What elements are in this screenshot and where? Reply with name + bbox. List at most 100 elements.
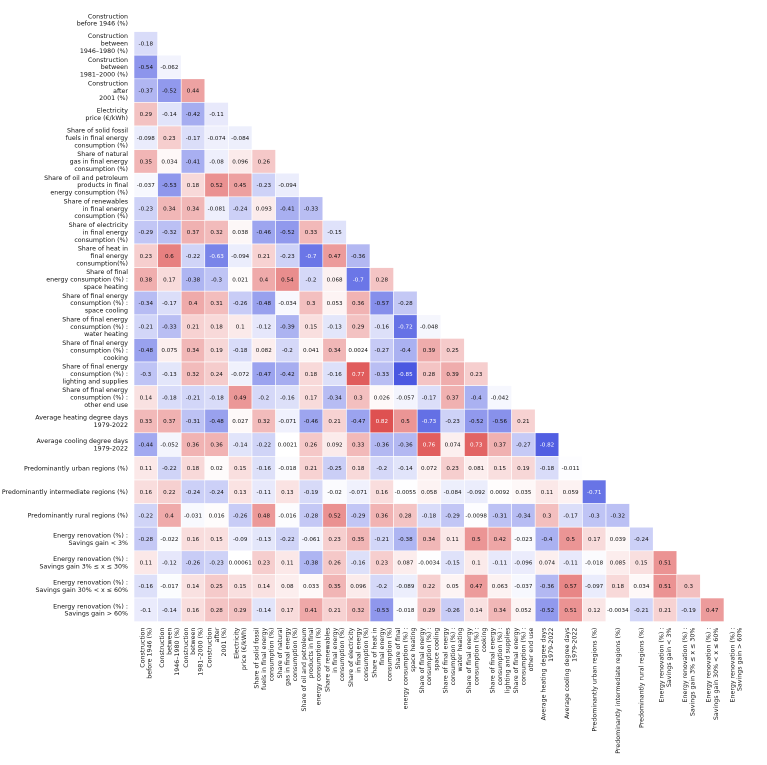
cell-value-r12-c6: -0.034 bbox=[278, 301, 296, 307]
cell-value-r23-c11: 0.087 bbox=[397, 561, 413, 567]
cell-value-r21-c4: -0.26 bbox=[233, 513, 248, 519]
cell-value-r9-c0: -0.29 bbox=[139, 230, 154, 236]
row-label-22: Energy renovation (%) : Savings gain < 3% bbox=[53, 533, 128, 547]
row-label-13: Share of final energy consumption (%) : wa… bbox=[62, 316, 128, 338]
cell-value-r23-c3: -0.23 bbox=[209, 561, 224, 567]
cell-value-r22-c6: -0.22 bbox=[280, 537, 294, 543]
cell-value-r17-c15: -0.56 bbox=[493, 419, 508, 425]
cell-value-r14-c0: -0.48 bbox=[139, 348, 154, 354]
cell-value-r25-c6: 0.17 bbox=[281, 608, 294, 614]
cell-value-r10-c7: -0.7 bbox=[306, 254, 317, 260]
cell-value-r13-c4: 0.1 bbox=[236, 325, 245, 331]
row-label-4: Electricity price (€/kWh) bbox=[85, 108, 128, 122]
svg-text:Constructionbetween1946–1980 (: Constructionbetween1946–1980 (%) bbox=[159, 628, 181, 676]
cell-value-r19-c14: 0.081 bbox=[468, 466, 484, 472]
cell-value-r12-c8: 0.053 bbox=[327, 301, 343, 307]
row-label-20: Predominantly intermediate regions (%) bbox=[2, 489, 128, 496]
cell-value-r10-c6: -0.23 bbox=[280, 254, 295, 260]
cell-value-r24-c18: 0.57 bbox=[564, 584, 577, 590]
cell-value-r16-c4: 0.49 bbox=[234, 395, 247, 401]
row-label-18: Average cooling degree days 1979-2022 bbox=[37, 438, 128, 452]
cell-value-r25-c2: 0.16 bbox=[187, 608, 200, 614]
cell-value-r21-c13: -0.29 bbox=[445, 513, 460, 519]
column-label-17: Average heating degree days1979-2022 bbox=[541, 628, 555, 721]
cell-value-r20-c11: -0.0055 bbox=[395, 490, 417, 496]
cell-value-r18-c10: -0.36 bbox=[375, 443, 390, 449]
cell-value-r16-c10: 0.026 bbox=[374, 395, 390, 401]
svg-text:Electricityprice (€/kWh): Electricityprice (€/kWh) bbox=[234, 627, 248, 670]
cell-value-r18-c17: -0.82 bbox=[540, 443, 554, 449]
cell-value-r24-c7: 0.033 bbox=[303, 584, 319, 590]
column-label-12: Share of final energyconsumption (%) :sp… bbox=[419, 627, 441, 693]
row-label-17: Average heating degree days 1979-2022 bbox=[35, 415, 128, 429]
cell-value-r24-c22: 0.51 bbox=[659, 584, 672, 590]
cell-value-r15-c4: -0.072 bbox=[231, 372, 249, 378]
cell-value-r19-c12: 0.072 bbox=[421, 466, 437, 472]
cell-value-r14-c3: 0.19 bbox=[210, 348, 223, 354]
cell-value-r8-c4: -0.24 bbox=[233, 207, 248, 213]
cell-value-r14-c13: 0.25 bbox=[446, 348, 459, 354]
cell-value-r16-c12: -0.17 bbox=[422, 395, 437, 401]
cell-value-r24-c4: 0.15 bbox=[234, 584, 247, 590]
cell-value-r24-c0: -0.16 bbox=[139, 584, 154, 590]
cell-value-r14-c12: 0.39 bbox=[423, 348, 436, 354]
cell-value-r18-c5: -0.22 bbox=[257, 443, 271, 449]
cell-value-r11-c9: -0.7 bbox=[353, 277, 364, 283]
cell-value-r25-c11: -0.018 bbox=[396, 608, 414, 614]
column-label-15: Share of final energyconsumption (%) :li… bbox=[490, 627, 512, 693]
cell-value-r3-c1: -0.52 bbox=[162, 89, 176, 95]
cell-value-r15-c11: -0.85 bbox=[398, 372, 413, 378]
column-label-1: Constructionbetween1946–1980 (%) bbox=[159, 628, 181, 676]
cell-value-r12-c0: -0.34 bbox=[139, 301, 154, 307]
cell-value-r6-c2: -0.41 bbox=[186, 159, 201, 165]
cell-value-r25-c15: 0.34 bbox=[494, 608, 507, 614]
cell-value-r8-c0: -0.23 bbox=[139, 207, 154, 213]
svg-text:Average cooling degree days197: Average cooling degree days1979-2022 bbox=[564, 628, 578, 719]
cell-value-r12-c3: 0.31 bbox=[210, 301, 223, 307]
cell-value-r7-c1: -0.53 bbox=[162, 183, 177, 189]
cell-value-r8-c2: 0.34 bbox=[187, 207, 200, 213]
row-label-1: Construction between 1946–1980 (%) bbox=[80, 33, 128, 55]
cell-value-r15-c14: 0.23 bbox=[470, 372, 483, 378]
cell-value-r16-c11: -0.057 bbox=[396, 395, 414, 401]
cell-value-r25-c14: 0.14 bbox=[470, 608, 483, 614]
cell-value-r13-c11: -0.72 bbox=[398, 325, 412, 331]
row-label-11: Share of final energy consumption (%) : sp… bbox=[46, 269, 128, 291]
cell-value-r17-c16: 0.21 bbox=[517, 419, 530, 425]
cell-value-r15-c5: -0.47 bbox=[257, 372, 272, 378]
cell-value-r16-c3: -0.18 bbox=[209, 395, 224, 401]
cell-value-r11-c2: -0.38 bbox=[186, 277, 201, 283]
column-label-14: Share of final energyconsumption (%) :co… bbox=[466, 627, 488, 693]
cell-value-r17-c0: 0.33 bbox=[140, 419, 153, 425]
cell-value-r25-c3: 0.28 bbox=[210, 608, 223, 614]
cell-value-r8-c7: -0.33 bbox=[304, 207, 319, 213]
cell-value-r20-c19: -0.71 bbox=[587, 490, 602, 496]
row-label-10: Share of heat in final energy consumption(… bbox=[76, 246, 128, 268]
cell-value-r24-c5: 0.14 bbox=[258, 584, 271, 590]
cell-value-r19-c17: -0.18 bbox=[540, 466, 555, 472]
cell-value-r24-c8: 0.35 bbox=[328, 584, 341, 590]
cell-value-r18-c2: 0.36 bbox=[187, 443, 200, 449]
cell-value-r23-c22: 0.51 bbox=[659, 561, 672, 567]
cell-value-r22-c15: 0.42 bbox=[494, 537, 506, 543]
column-label-11: Share of finalenergy consumption (%) :sp… bbox=[395, 627, 417, 709]
cell-value-r6-c0: 0.35 bbox=[140, 159, 153, 165]
row-label-16: Share of final energy consumption (%) : ot… bbox=[62, 387, 128, 409]
cell-value-r9-c4: 0.038 bbox=[232, 230, 248, 236]
cell-value-r22-c17: -0.4 bbox=[542, 537, 553, 543]
cell-value-r12-c11: -0.28 bbox=[398, 301, 413, 307]
row-label-5: Share of solid fossil fuels in final ener… bbox=[66, 128, 129, 150]
cell-value-r23-c15: -0.11 bbox=[493, 561, 508, 567]
cell-value-r16-c13: 0.37 bbox=[446, 395, 459, 401]
column-label-0: Constructionbefore 1946 (%) bbox=[139, 628, 153, 679]
cell-value-r21-c8: 0.52 bbox=[328, 513, 340, 519]
cell-value-r20-c8: -0.02 bbox=[327, 490, 341, 496]
cell-value-r25-c24: 0.47 bbox=[706, 608, 719, 614]
cell-value-r18-c0: -0.44 bbox=[139, 443, 154, 449]
cell-value-r20-c12: 0.058 bbox=[421, 490, 437, 496]
cell-value-r5-c0: -0.098 bbox=[137, 136, 155, 142]
column-label-3: Constructionafter2001 (%) bbox=[206, 627, 228, 667]
row-label-6: Share of natural gas in final energy consu… bbox=[70, 151, 129, 173]
cell-value-r7-c5: -0.23 bbox=[257, 183, 272, 189]
